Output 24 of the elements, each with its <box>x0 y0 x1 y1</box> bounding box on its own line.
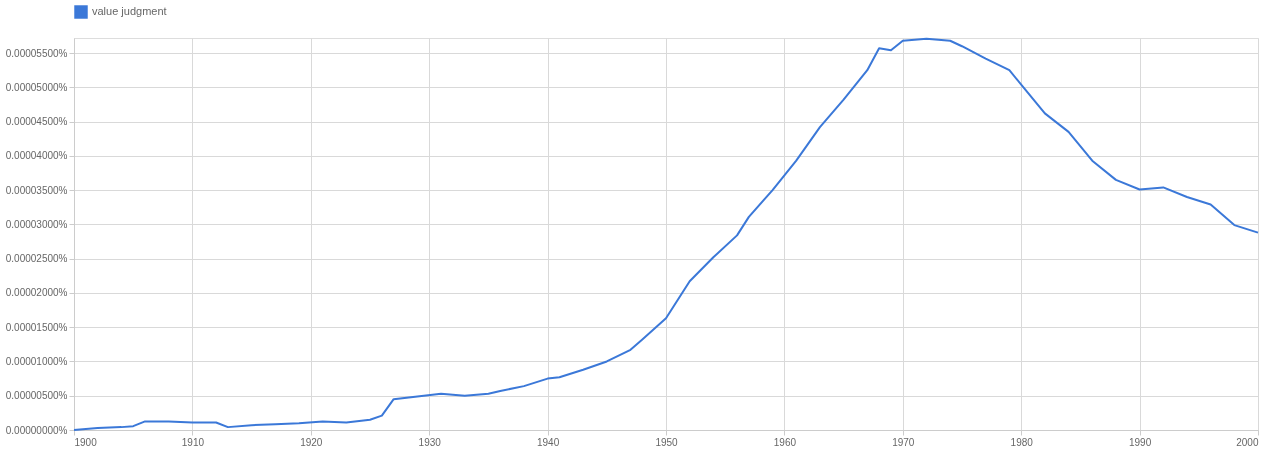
x-tick-label: 1910 <box>181 436 205 448</box>
x-tick-label: 1950 <box>655 436 679 448</box>
y-tick-label: 0.00005000% <box>5 81 68 93</box>
y-tick-label: 0.00002000% <box>5 287 68 299</box>
x-tick-label: 1960 <box>773 436 797 448</box>
x-tick-label: 2000 <box>1236 436 1259 448</box>
x-tick-label: 1900 <box>74 436 98 448</box>
y-tick-label: 0.00004500% <box>5 116 68 128</box>
y-tick-label: 0.00005500% <box>5 47 68 59</box>
x-tick-label: 1920 <box>300 436 323 448</box>
y-tick-label: 0.00000000% <box>5 424 68 436</box>
x-tick-label: 1970 <box>892 436 915 448</box>
y-tick-label: 0.00004000% <box>5 150 68 162</box>
legend-label: value judgment <box>92 5 167 17</box>
x-tick-label: 1930 <box>418 436 442 448</box>
y-tick-label: 0.00001000% <box>5 355 68 367</box>
x-tick-label: 1980 <box>1010 436 1034 448</box>
y-tick-label: 0.00003000% <box>5 218 68 230</box>
x-tick-label: 1990 <box>1128 436 1152 448</box>
y-tick-label: 0.00000500% <box>5 390 68 402</box>
y-tick-label: 0.00002500% <box>5 253 68 265</box>
y-tick-label: 0.00003500% <box>5 184 68 196</box>
x-tick-label: 1940 <box>536 436 560 448</box>
y-tick-label: 0.00001500% <box>5 321 68 333</box>
